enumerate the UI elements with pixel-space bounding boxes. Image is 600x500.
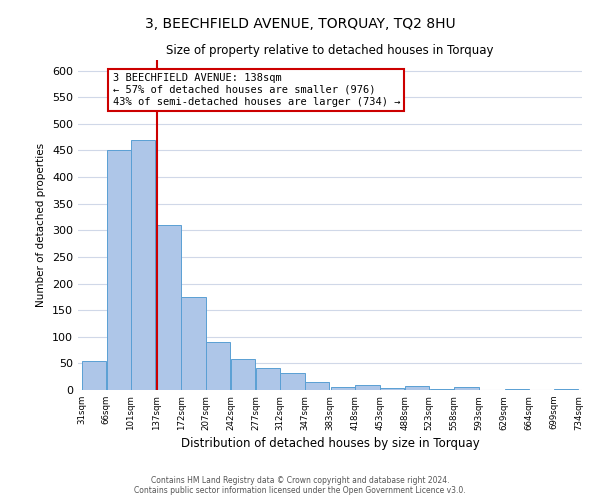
Bar <box>405 386 429 390</box>
Bar <box>355 384 380 390</box>
Bar <box>331 387 355 390</box>
Bar <box>107 150 131 390</box>
Bar <box>131 140 155 390</box>
Bar <box>157 225 181 390</box>
Y-axis label: Number of detached properties: Number of detached properties <box>37 143 46 307</box>
Bar <box>231 359 255 390</box>
Text: 3 BEECHFIELD AVENUE: 138sqm
← 57% of detached houses are smaller (976)
43% of se: 3 BEECHFIELD AVENUE: 138sqm ← 57% of det… <box>113 74 400 106</box>
X-axis label: Distribution of detached houses by size in Torquay: Distribution of detached houses by size … <box>181 436 479 450</box>
Bar <box>280 373 305 390</box>
Text: Contains HM Land Registry data © Crown copyright and database right 2024.
Contai: Contains HM Land Registry data © Crown c… <box>134 476 466 495</box>
Bar <box>206 342 230 390</box>
Bar <box>82 360 106 390</box>
Text: 3, BEECHFIELD AVENUE, TORQUAY, TQ2 8HU: 3, BEECHFIELD AVENUE, TORQUAY, TQ2 8HU <box>145 18 455 32</box>
Bar <box>554 389 578 390</box>
Bar <box>380 388 404 390</box>
Title: Size of property relative to detached houses in Torquay: Size of property relative to detached ho… <box>166 44 494 58</box>
Bar <box>305 382 329 390</box>
Bar <box>181 297 206 390</box>
Bar <box>454 388 479 390</box>
Bar <box>256 368 280 390</box>
